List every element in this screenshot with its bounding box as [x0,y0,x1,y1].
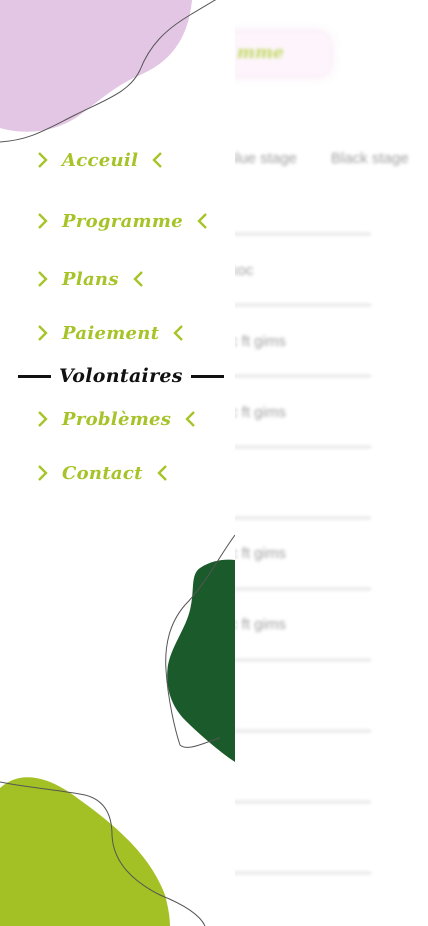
chevron-right-icon [38,465,48,481]
dark-green-blob-decoration [165,534,235,762]
chevron-left-icon [185,411,196,427]
chevron-right-icon [38,325,48,341]
menu-item-label: Acceuil [62,149,139,171]
menu-item-acceuil[interactable]: Acceuil [36,145,164,175]
green-blob-decoration [0,777,206,926]
table-row: koc [230,262,254,279]
pink-blob-decoration [0,0,217,143]
background-stage-blue[interactable]: Blue stage [226,150,297,167]
chevron-left-icon [173,325,184,341]
table-row-divider [225,446,371,448]
menu-item-label: Volontaires [59,365,183,387]
chevron-left-icon [157,465,167,481]
table-row-divider [225,801,371,803]
table-row: c ft gims [230,545,286,562]
side-menu-panel: Acceuil Programme Plans Paiement Volonta… [0,0,235,926]
chevron-right-icon [38,213,48,229]
menu-item-volontaires[interactable]: Volontaires [18,361,224,391]
chevron-left-icon [197,213,207,229]
chevron-left-icon [133,271,143,287]
background-stage-black[interactable]: Black stage [331,150,409,167]
table-row-divider [225,730,371,732]
menu-item-problemes[interactable]: Problèmes [36,404,197,434]
menu-item-label: Contact [62,462,143,484]
table-row-divider [225,588,371,590]
chevron-left-icon [152,152,163,168]
chevron-right-icon [38,411,48,427]
chevron-right-icon [38,271,48,287]
active-indicator-dash [190,374,224,378]
table-row: c ft gims [230,333,286,350]
active-indicator-dash [18,374,51,378]
menu-item-contact[interactable]: Contact [36,458,169,488]
table-row-divider [225,517,371,519]
background-tab-label: mme [237,43,284,63]
menu-item-label: Paiement [62,322,160,344]
table-row-divider [225,233,371,235]
menu-item-label: Plans [62,268,119,290]
table-row-divider [225,872,371,874]
menu-item-plans[interactable]: Plans [36,264,145,294]
table-row-divider [225,304,371,306]
table-row-divider [225,375,371,377]
menu-item-label: Problèmes [62,408,172,430]
menu-item-label: Programme [62,210,184,232]
table-row: c ft gims [230,616,286,633]
menu-item-paiement[interactable]: Paiement [36,318,185,348]
table-row: c ft gims [230,404,286,421]
menu-item-programme[interactable]: Programme [36,206,209,236]
table-row-divider [225,659,371,661]
chevron-right-icon [38,152,48,168]
